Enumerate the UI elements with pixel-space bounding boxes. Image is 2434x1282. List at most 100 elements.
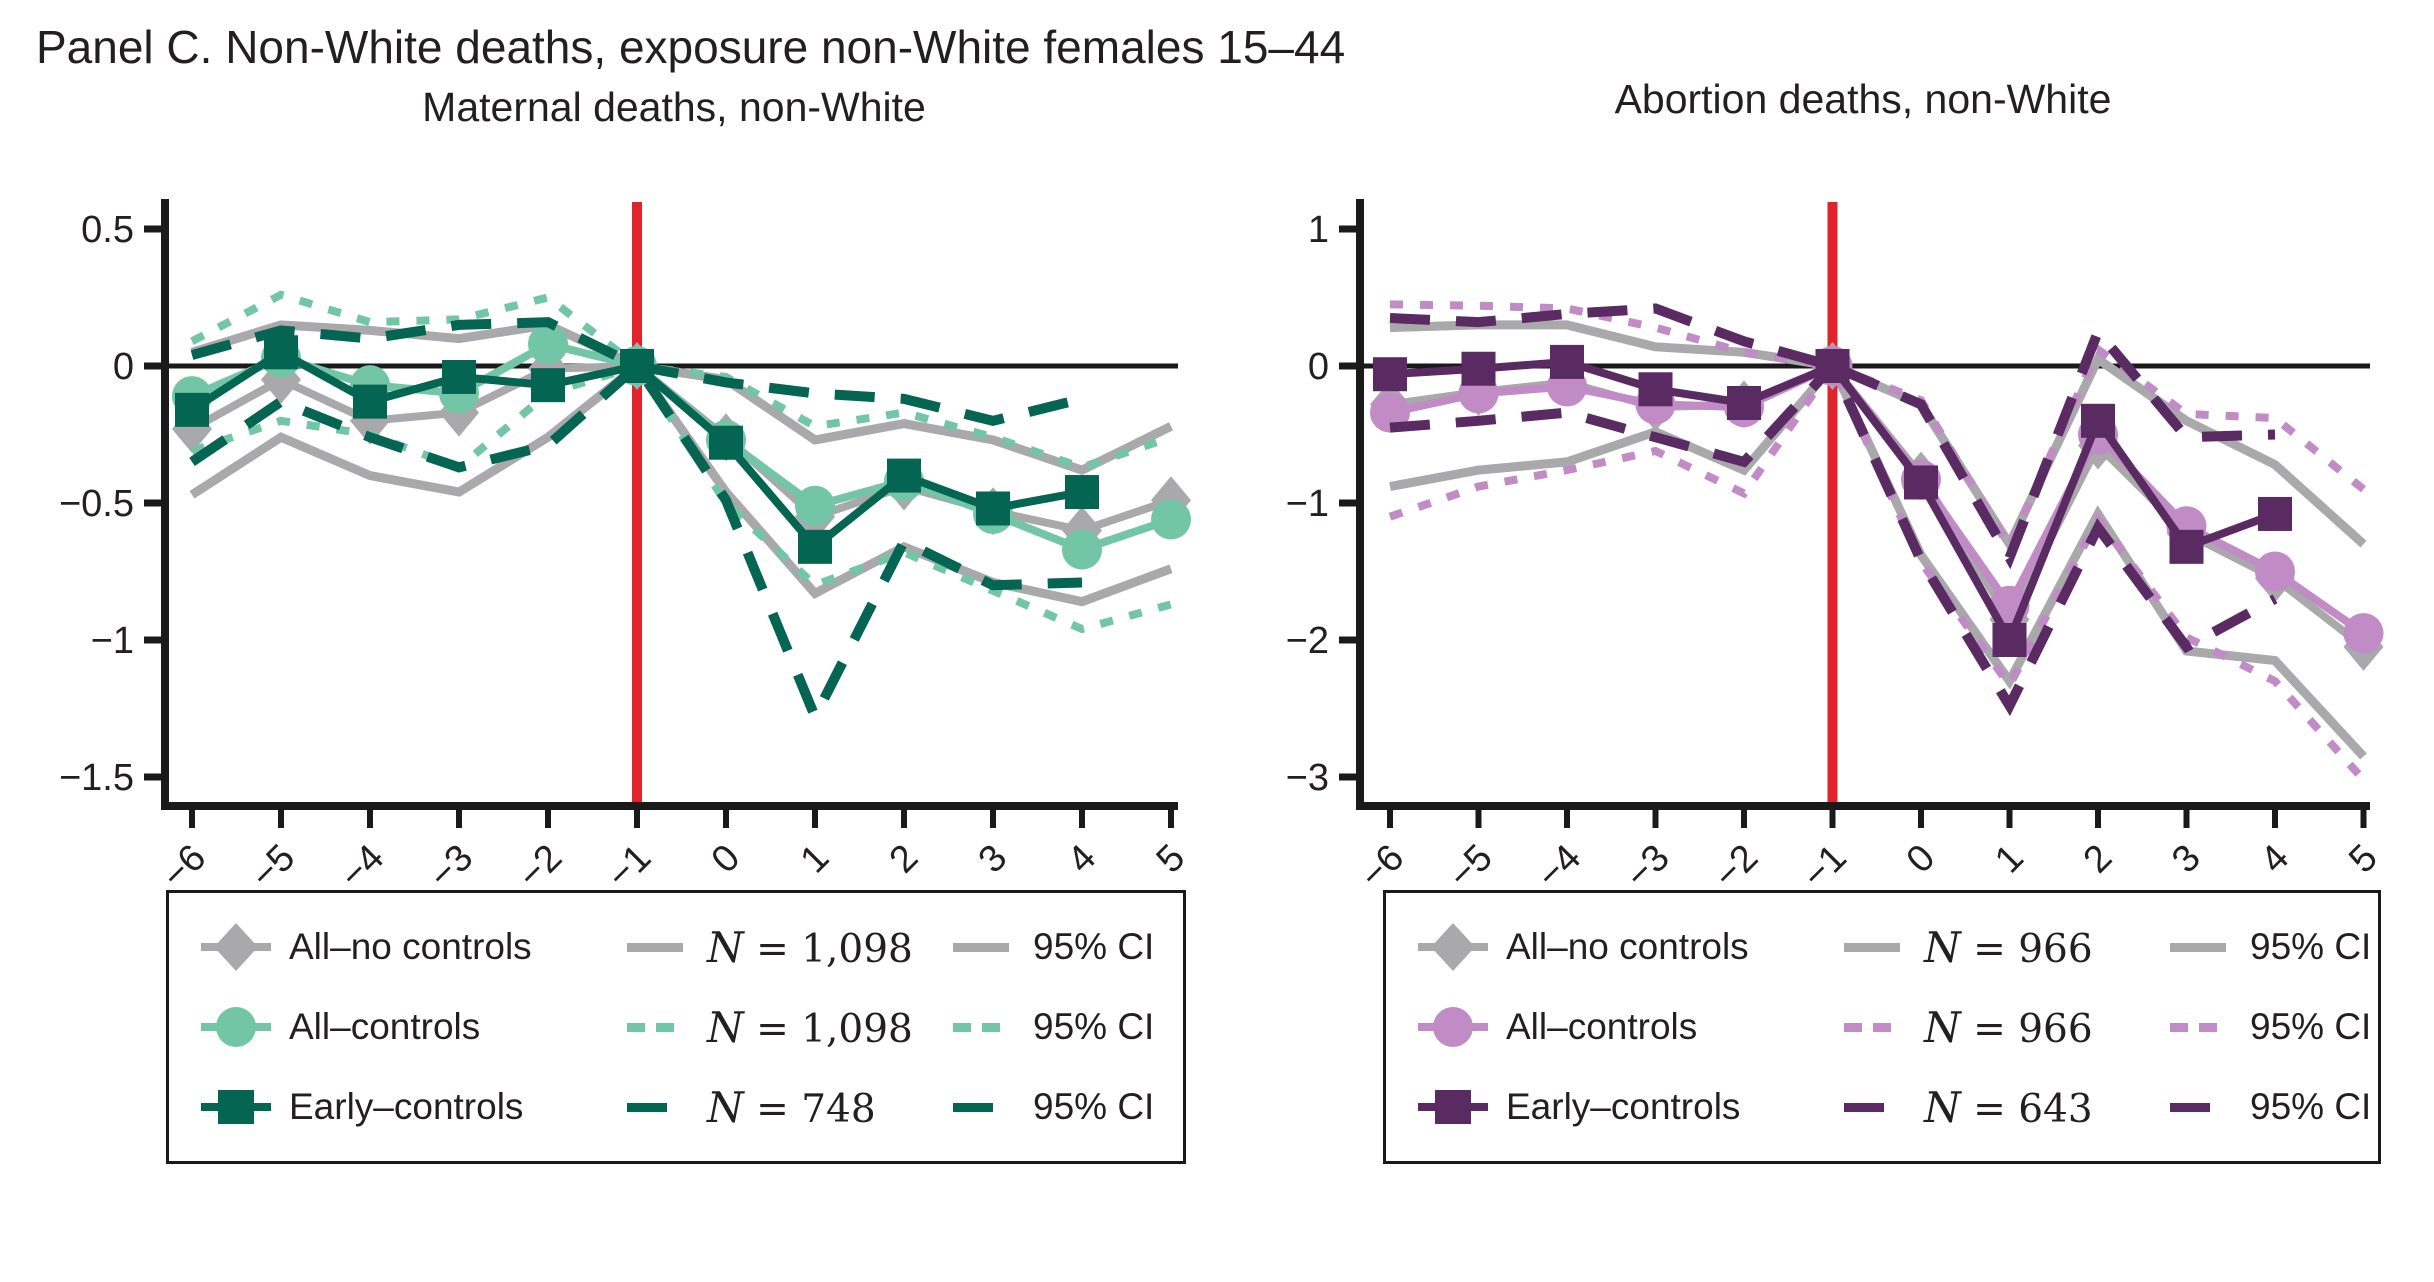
abortion-chart-title: Abortion deaths, non-White (1614, 76, 2112, 122)
early-controls-marker (620, 349, 654, 383)
x-tick-label: −5 (1441, 837, 1501, 890)
circle-icon (1433, 1007, 1473, 1047)
legend-n-value: N = 643 (1924, 1083, 2162, 1132)
all-controls-ci-upper (1389, 300, 2367, 556)
legend-row: All–no controls N = 1,098 95% CI (169, 921, 1183, 973)
y-tick-label: −1 (1286, 483, 1329, 525)
legend-ci-dash-sample (953, 1102, 1025, 1112)
legend-row: All–controls N = 1,098 95% CI (169, 1001, 1183, 1053)
early-controls-marker (1815, 349, 1850, 383)
early-controls-marker (976, 491, 1010, 526)
dash-segment (953, 1022, 971, 1032)
legend-series-label: Early–controls (289, 1086, 524, 1127)
x-tick-label: 1 (793, 837, 838, 882)
dash-segment (953, 1102, 993, 1112)
maternal-chart-title: Maternal deaths, non-White (422, 84, 926, 130)
y-tick-label: −1 (91, 620, 134, 662)
all-controls-ci-upper (190, 290, 1173, 472)
early-controls-marker (709, 425, 743, 460)
legend-series-label: All–controls (289, 1006, 481, 1047)
early-controls-marker (798, 529, 832, 564)
legend-n-dash-sample (1844, 942, 1916, 952)
legend-ci-label: 95% CI (2250, 1006, 2372, 1047)
all-controls-marker (2255, 551, 2295, 592)
all-controls-marker (528, 324, 568, 365)
legend-ci-dash-sample (2170, 942, 2242, 952)
x-tick-label: 0 (704, 837, 749, 882)
dash-segment (656, 1022, 674, 1032)
early-controls-marker (1373, 357, 1407, 392)
x-tick-label: −2 (1706, 837, 1766, 890)
abortion-chart-legend: All–no controls N = 966 95% CI All–controls… (1383, 890, 2381, 1164)
early-controls-ci-lower (189, 358, 1083, 729)
n-symbol: N (1924, 1002, 1961, 1052)
legend-n-value: N = 966 (1924, 923, 2162, 972)
early-controls-marker (1727, 385, 1761, 420)
dash-segment (982, 1022, 1000, 1032)
legend-ci-label: 95% CI (2250, 926, 2372, 967)
early-controls-marker (264, 335, 298, 370)
dash-segment (627, 1102, 667, 1112)
legend-row: All–controls N = 966 95% CI (1386, 1001, 2378, 1053)
n-text: = 966 (1960, 926, 2093, 972)
dash-segment (2170, 1022, 2188, 1032)
legend-ci-dash-sample (2170, 1022, 2242, 1032)
early-controls-marker (1461, 351, 1496, 386)
dash-segment (1844, 1102, 1884, 1112)
x-tick-label: 3 (2164, 837, 2209, 882)
n-text: = 966 (1960, 1006, 2093, 1052)
x-tick-label: −6 (154, 837, 214, 890)
n-text: = 1,098 (743, 1006, 913, 1052)
early-controls-ci-upper (1389, 303, 2276, 570)
diamond-icon (214, 923, 258, 971)
all-controls-marker (795, 485, 835, 526)
maternal-chart-plot: 0.50−0.5−1−1.5−6 −5 −4 −3 −2 −1 0 1 2 3 4 5 (59, 199, 1193, 890)
legend-row: Early–controls N = 748 95% CI (169, 1081, 1183, 1133)
x-tick-label: 5 (2341, 837, 2386, 882)
n-text: = 1,098 (743, 926, 913, 972)
y-tick-label: 0.5 (81, 209, 134, 251)
early-controls-marker (175, 392, 209, 427)
x-tick-label: 3 (971, 837, 1016, 882)
early-controls-marker (531, 368, 565, 403)
early-controls-marker (353, 384, 387, 419)
legend-ci-dash-sample (2170, 1102, 2242, 1112)
legend-marker-square-icon (1418, 1081, 1488, 1133)
early-controls-marker (2081, 403, 2115, 438)
legend-marker-circle-icon (201, 1001, 271, 1053)
legend-n-dash-sample (1844, 1022, 1916, 1032)
legend-series-label: Early–controls (1506, 1086, 1741, 1127)
legend-n-value: N = 1,098 (707, 1003, 945, 1052)
y-tick-label: 1 (1308, 209, 1329, 251)
legend-series-label: All–no controls (289, 926, 532, 967)
legend-marker-diamond-icon (201, 921, 271, 973)
y-tick-label: 0 (1308, 346, 1329, 388)
n-symbol: N (707, 922, 744, 972)
n-symbol: N (707, 1082, 744, 1132)
legend-row: Early–controls N = 643 95% CI (1386, 1081, 2378, 1133)
legend-series-label: All–controls (1506, 1006, 1698, 1047)
legend-ci-label: 95% CI (1033, 1086, 1155, 1127)
early-controls-marker (442, 359, 476, 394)
n-text: = 643 (1960, 1086, 2093, 1132)
dash-segment (953, 942, 1009, 952)
x-tick-label: −3 (1618, 837, 1678, 890)
legend-marker-square-icon (201, 1081, 271, 1133)
square-icon (1435, 1090, 1471, 1124)
legend-series-label: All–no controls (1506, 926, 1749, 967)
early-controls-marker (2258, 496, 2292, 531)
n-symbol: N (1924, 1082, 1961, 1132)
y-tick-label: −0.5 (59, 483, 134, 525)
dash-segment (627, 1022, 645, 1032)
all-controls-line (1389, 361, 2366, 637)
x-tick-label: 4 (1060, 837, 1105, 882)
early-controls-marker (887, 458, 921, 493)
legend-marker-diamond-icon (1418, 921, 1488, 973)
dash-segment (2170, 942, 2226, 952)
y-tick-label: 0 (113, 346, 134, 388)
x-tick-label: 1 (1987, 837, 2032, 882)
y-tick-label: −1.5 (59, 757, 134, 799)
dash-segment (2199, 1022, 2217, 1032)
legend-ci-label: 95% CI (2250, 1086, 2372, 1127)
